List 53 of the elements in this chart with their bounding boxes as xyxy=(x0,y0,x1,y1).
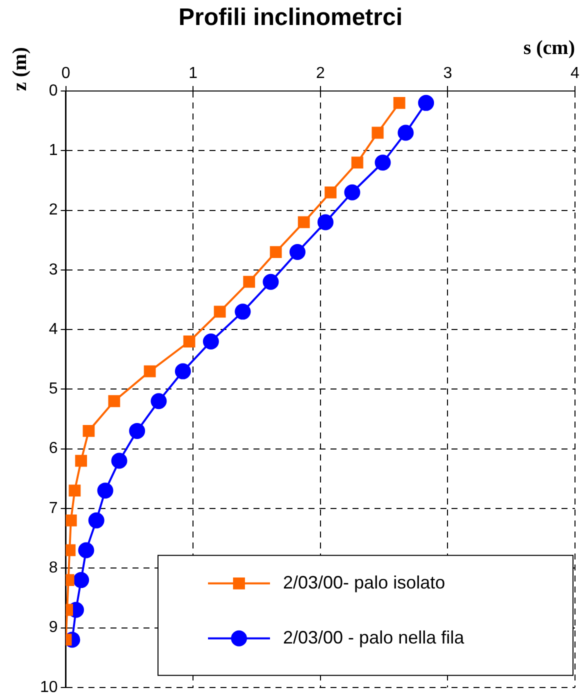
x-tick-label: 1 xyxy=(188,64,198,82)
point xyxy=(324,186,337,198)
point xyxy=(111,452,128,469)
x-tick-label: 3 xyxy=(443,64,452,82)
point xyxy=(398,124,414,141)
point xyxy=(202,333,219,350)
y-tick-label: 8 xyxy=(48,560,58,577)
point xyxy=(97,482,114,499)
point xyxy=(108,395,120,408)
y-tick-label: 4 xyxy=(48,320,58,338)
point xyxy=(88,512,104,528)
y-tick-label: 10 xyxy=(40,678,58,696)
point xyxy=(393,96,406,109)
point xyxy=(374,154,391,171)
point xyxy=(317,214,334,230)
point xyxy=(66,514,77,526)
point xyxy=(129,422,146,439)
legend-label: 2/03/00- palo isolato xyxy=(283,572,446,592)
point xyxy=(174,363,191,380)
y-axis-title: z (m) xyxy=(9,47,32,91)
point xyxy=(183,336,196,348)
y-tick-label: 7 xyxy=(48,500,58,517)
y-tick-label: 1 xyxy=(48,142,58,160)
y-tick-label: 0 xyxy=(48,82,58,100)
point xyxy=(344,184,360,200)
point xyxy=(78,542,94,558)
point xyxy=(372,126,384,139)
x-tick-label: 2 xyxy=(316,64,325,82)
point xyxy=(298,216,310,228)
y-tick-label: 6 xyxy=(48,440,58,458)
point xyxy=(82,425,95,437)
chart-title: Profili inclinometrci xyxy=(178,4,403,32)
point xyxy=(144,365,156,378)
y-tick-label: 5 xyxy=(48,380,58,398)
point xyxy=(234,304,251,320)
y-tick-label: 9 xyxy=(48,619,58,636)
y-tick-label: 2 xyxy=(48,202,58,219)
point xyxy=(270,246,282,258)
point xyxy=(150,393,167,410)
point xyxy=(214,306,226,318)
point xyxy=(68,484,81,497)
point xyxy=(351,156,364,169)
point xyxy=(289,244,306,260)
point xyxy=(418,94,434,111)
point xyxy=(243,276,256,288)
point xyxy=(75,454,88,467)
legend-label: 2/03/00 - palo nella fila xyxy=(283,627,466,648)
y-tick-label: 3 xyxy=(48,261,58,278)
x-tick-label: 4 xyxy=(570,64,580,82)
x-tick-label: 0 xyxy=(61,64,70,82)
x-axis-title: s (cm) xyxy=(523,36,575,59)
point xyxy=(73,572,90,588)
point xyxy=(262,274,279,290)
